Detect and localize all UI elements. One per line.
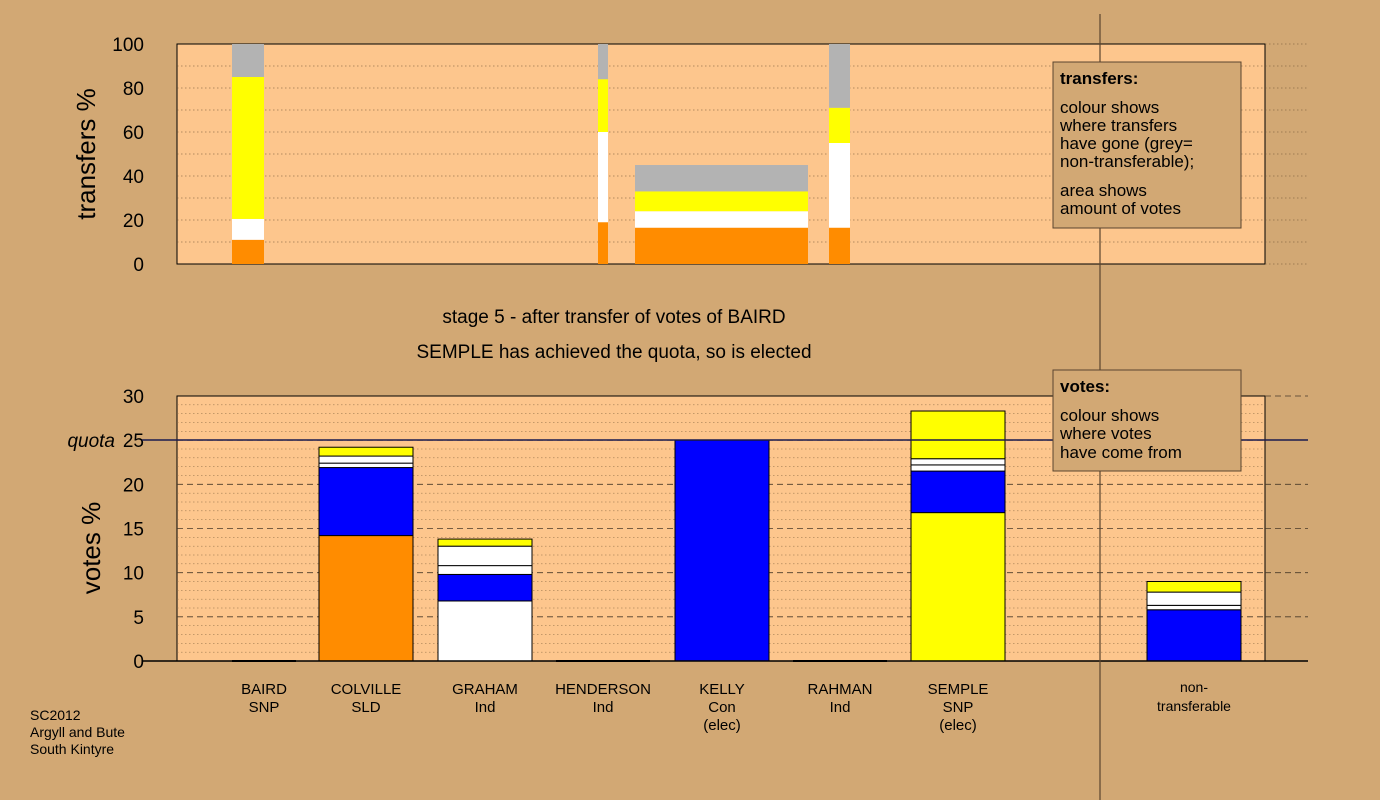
candidate-party-label: SLD bbox=[351, 699, 380, 716]
transfers-bar-segment-rahman-ind bbox=[829, 143, 850, 228]
votes-legend-title: votes: bbox=[1060, 377, 1110, 396]
votes-bar-segment-semple-con bbox=[910, 470, 1006, 514]
candidate-party-label: Ind bbox=[475, 699, 496, 716]
votes-bar-segment-colville-con bbox=[318, 467, 414, 537]
votes-legend-line: have come from bbox=[1060, 443, 1182, 462]
transfers-legend-line: amount of votes bbox=[1060, 199, 1181, 218]
footer-election: SC2012 bbox=[30, 707, 81, 723]
votes-bar-segment-non-transferable-snp bbox=[1146, 581, 1242, 593]
votes-bars bbox=[232, 410, 1242, 662]
transfers-bar-segment-henderson-ind bbox=[598, 132, 608, 223]
votes-y-axis-label: votes % bbox=[76, 502, 106, 595]
votes-bar-segment-colville-ind bbox=[318, 455, 414, 464]
transfers-legend-line: area shows bbox=[1060, 181, 1147, 200]
candidate-name-label: SEMPLE bbox=[928, 681, 989, 698]
stage-description: stage 5 - after transfer of votes of BAI… bbox=[442, 307, 785, 328]
transfers-legend-line: where transfers bbox=[1059, 116, 1177, 135]
candidate-status-label: (elec) bbox=[939, 717, 977, 734]
candidate-name-label: GRAHAM bbox=[452, 681, 518, 698]
transfers-bar-segment-kelly-sld bbox=[635, 227, 808, 264]
votes-legend-line: where votes bbox=[1059, 424, 1152, 443]
transfers-legend-line: have gone (grey= bbox=[1060, 134, 1193, 153]
votes-bar-segment-kelly-con bbox=[674, 439, 770, 662]
votes-bar-segment-non-transferable-con bbox=[1146, 609, 1242, 662]
transfers-bar-segment-rahman-non-transferable bbox=[829, 44, 850, 108]
votes-bar-segment-semple-ind bbox=[910, 458, 1006, 466]
votes-y-tick-label: 20 bbox=[123, 475, 144, 496]
votes-bar-segment-semple-ind bbox=[910, 464, 1006, 472]
transfers-y-tick-label: 80 bbox=[123, 79, 144, 100]
votes-bar-segment-colville-sld bbox=[318, 535, 414, 662]
candidate-labels: BAIRDSNPCOLVILLESLDGRAHAMIndHENDERSONInd… bbox=[241, 679, 1231, 734]
election-status: SEMPLE has achieved the quota, so is ele… bbox=[416, 342, 811, 363]
votes-y-tick-label: 25 bbox=[123, 431, 144, 452]
votes-y-tick-label: 15 bbox=[123, 520, 144, 541]
transfers-bar-segment-kelly-ind bbox=[635, 211, 808, 228]
transfers-y-tick-label: 60 bbox=[123, 123, 144, 144]
votes-bar-segment-graham-ind bbox=[437, 545, 533, 567]
votes-bar-segment-non-transferable-ind bbox=[1146, 591, 1242, 606]
transfers-y-ticks: 0 20 40 60 80 100 bbox=[112, 35, 144, 276]
candidate-status-label: (elec) bbox=[703, 717, 741, 734]
candidate-party-label: Ind bbox=[830, 699, 851, 716]
candidate-name-label: RAHMAN bbox=[807, 681, 872, 698]
transfers-bar-segment-kelly-non-transferable bbox=[635, 165, 808, 192]
transfers-bar-segment-henderson-sld bbox=[598, 222, 608, 264]
non-transferable-label: non- bbox=[1180, 679, 1208, 695]
transfers-bar-segment-baird-non-transferable bbox=[232, 44, 264, 77]
transfers-bar-segment-kelly-snp bbox=[635, 191, 808, 212]
candidate-party-label: Con bbox=[708, 699, 736, 716]
votes-bar-segment-graham-ind bbox=[437, 600, 533, 662]
transfers-legend-line: non-transferable); bbox=[1060, 152, 1194, 171]
votes-bar-segment-colville-snp bbox=[318, 446, 414, 457]
transfers-bar-segment-henderson-non-transferable bbox=[598, 44, 608, 80]
transfers-bar-segment-henderson-snp bbox=[598, 79, 608, 132]
transfers-bar-segment-rahman-snp bbox=[829, 107, 850, 143]
transfers-y-tick-label: 20 bbox=[123, 211, 144, 232]
votes-bar-segment-colville-ind bbox=[318, 462, 414, 469]
candidate-name-label: KELLY bbox=[699, 681, 745, 698]
transfers-y-tick-label: 0 bbox=[133, 255, 144, 276]
votes-bar-segment-semple-snp bbox=[910, 512, 1006, 662]
candidate-name-label: HENDERSON bbox=[555, 681, 651, 698]
votes-bar-segment-semple-snp bbox=[910, 410, 1006, 460]
transfers-bar-segment-rahman-sld bbox=[829, 227, 850, 264]
votes-y-tick-label: 30 bbox=[123, 387, 144, 408]
votes-legend: votes: colour shows where votes have com… bbox=[1052, 369, 1242, 472]
votes-y-tick-label: 5 bbox=[133, 608, 144, 629]
candidate-name-label: BAIRD bbox=[241, 681, 287, 698]
transfers-legend: transfers: colour shows where transfers … bbox=[1052, 61, 1242, 229]
votes-legend-box bbox=[1052, 369, 1242, 472]
votes-y-tick-label: 0 bbox=[133, 652, 144, 673]
non-transferable-label: transferable bbox=[1157, 698, 1231, 714]
transfers-legend-line: colour shows bbox=[1060, 98, 1159, 117]
votes-bar-segment-non-transferable-ind bbox=[1146, 604, 1242, 611]
votes-y-tick-label: 10 bbox=[123, 564, 144, 585]
transfers-legend-title: transfers: bbox=[1060, 69, 1138, 88]
transfers-bars bbox=[232, 44, 850, 264]
transfers-y-tick-label: 100 bbox=[112, 35, 144, 56]
transfers-bar-segment-baird-snp bbox=[232, 77, 264, 219]
votes-legend-line: colour shows bbox=[1060, 406, 1159, 425]
transfers-legend-box bbox=[1052, 61, 1242, 229]
footer-ward: South Kintyre bbox=[30, 741, 114, 757]
transfers-bar-segment-baird-ind bbox=[232, 218, 264, 240]
transfers-y-tick-label: 40 bbox=[123, 167, 144, 188]
candidate-party-label: SNP bbox=[249, 699, 280, 716]
votes-bar-segment-graham-con bbox=[437, 573, 533, 602]
transfers-bar-segment-baird-sld bbox=[232, 239, 264, 264]
transfers-y-axis-label: transfers % bbox=[71, 88, 101, 220]
votes-y-ticks: 0 5 10 15 20 25 30 bbox=[123, 387, 144, 673]
votes-bar-segment-graham-snp bbox=[437, 538, 533, 547]
quota-label: quota bbox=[67, 431, 115, 452]
candidate-party-label: Ind bbox=[593, 699, 614, 716]
candidate-name-label: COLVILLE bbox=[331, 681, 402, 698]
votes-bar-segment-graham-ind bbox=[437, 565, 533, 575]
footer-council: Argyll and Bute bbox=[30, 724, 125, 740]
candidate-party-label: SNP bbox=[943, 699, 974, 716]
